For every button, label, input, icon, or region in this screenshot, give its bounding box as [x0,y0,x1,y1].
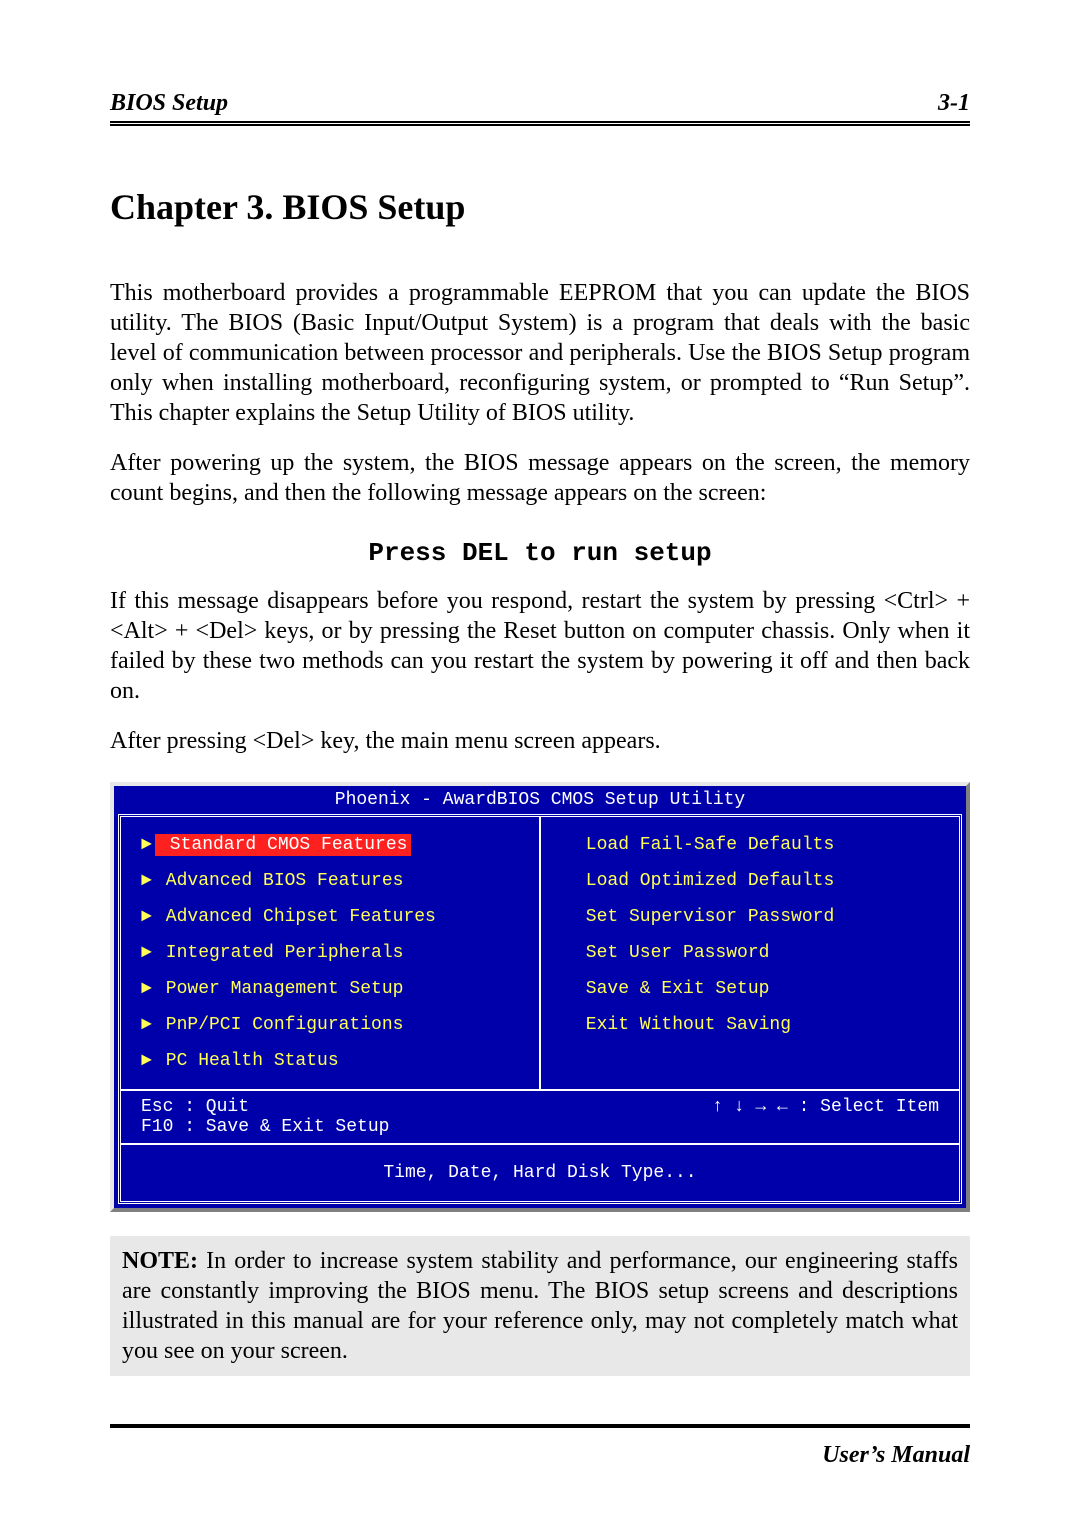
bios-menu-item[interactable]: Save & Exit Setup [561,979,947,999]
bios-menu-item[interactable]: Load Fail-Safe Defaults [561,835,947,855]
bios-menu-item-label: Set Supervisor Password [575,907,834,927]
bios-keys-row: Esc : Quit F10 : Save & Exit Setup ↑ ↓ →… [121,1091,959,1145]
bios-menu-item[interactable]: Exit Without Saving [561,1015,947,1035]
bios-frame: ► Standard CMOS Features► Advanced BIOS … [118,814,962,1204]
bios-menu-item-label: Load Optimized Defaults [575,871,834,891]
footer-text: User’s Manual [110,1436,970,1469]
note-label: NOTE: [122,1248,198,1274]
bios-menu-item[interactable]: ► PC Health Status [141,1051,527,1071]
intro-paragraph-4: After pressing <Del> key, the main menu … [110,726,970,756]
submenu-arrow-icon: ► [141,1051,155,1071]
bios-menu: ► Standard CMOS Features► Advanced BIOS … [121,817,959,1091]
press-del-message: Press DEL to run setup [110,538,970,568]
intro-paragraph-1: This motherboard provides a programmable… [110,278,970,428]
bios-menu-item[interactable]: ► Power Management Setup [141,979,527,999]
bios-menu-left-col: ► Standard CMOS Features► Advanced BIOS … [121,817,541,1089]
intro-paragraph-2: After powering up the system, the BIOS m… [110,448,970,508]
bios-menu-item[interactable]: ► Integrated Peripherals [141,943,527,963]
bios-menu-item[interactable]: Set User Password [561,943,947,963]
bios-keys-right: ↑ ↓ → ← : Select Item [712,1097,939,1137]
submenu-arrow-icon: ► [141,835,155,855]
bios-menu-item-label: Standard CMOS Features [155,834,411,856]
bios-menu-item-label: Advanced BIOS Features [155,871,403,891]
bios-menu-item[interactable]: ► Advanced BIOS Features [141,871,527,891]
bios-menu-item-label: Integrated Peripherals [155,943,403,963]
footer-double-rule [110,1424,970,1429]
bios-menu-item[interactable]: Set Supervisor Password [561,907,947,927]
page: BIOS Setup 3-1 Chapter 3. BIOS Setup Thi… [0,0,1080,1529]
bios-help-text: Time, Date, Hard Disk Type... [121,1145,959,1201]
header-double-rule [110,121,970,126]
note-box: NOTE: In order to increase system stabil… [110,1236,970,1376]
bios-menu-item[interactable]: Load Optimized Defaults [561,871,947,891]
bios-keys-left: Esc : Quit F10 : Save & Exit Setup [141,1097,389,1137]
bios-title: Phoenix - AwardBIOS CMOS Setup Utility [114,786,966,814]
bios-menu-item-label: Load Fail-Safe Defaults [575,835,834,855]
submenu-arrow-icon: ► [141,871,155,891]
bios-menu-item[interactable]: ► Standard CMOS Features [141,835,527,855]
note-text: In order to increase system stability an… [122,1248,958,1364]
bios-menu-item[interactable]: ► PnP/PCI Configurations [141,1015,527,1035]
bios-menu-item-label: Power Management Setup [155,979,403,999]
chapter-title: Chapter 3. BIOS Setup [110,186,970,228]
intro-paragraph-3: If this message disappears before you re… [110,586,970,706]
bios-menu-item-label: Set User Password [575,943,769,963]
bios-menu-item-label: Save & Exit Setup [575,979,769,999]
submenu-arrow-icon: ► [141,979,155,999]
submenu-arrow-icon: ► [141,907,155,927]
bios-screenshot: Phoenix - AwardBIOS CMOS Setup Utility ►… [110,782,970,1212]
bios-menu-item-label: Exit Without Saving [575,1015,791,1035]
page-header: BIOS Setup 3-1 [110,90,970,121]
bios-menu-item[interactable]: ► Advanced Chipset Features [141,907,527,927]
bios-menu-right-col: Load Fail-Safe Defaults Load Optimized D… [541,817,959,1089]
bios-menu-item-label: PC Health Status [155,1051,339,1071]
header-left: BIOS Setup [110,90,228,117]
bios-menu-item-label: PnP/PCI Configurations [155,1015,403,1035]
header-right: 3-1 [938,90,970,117]
bios-menu-item-label: Advanced Chipset Features [155,907,436,927]
submenu-arrow-icon: ► [141,1015,155,1035]
submenu-arrow-icon: ► [141,943,155,963]
